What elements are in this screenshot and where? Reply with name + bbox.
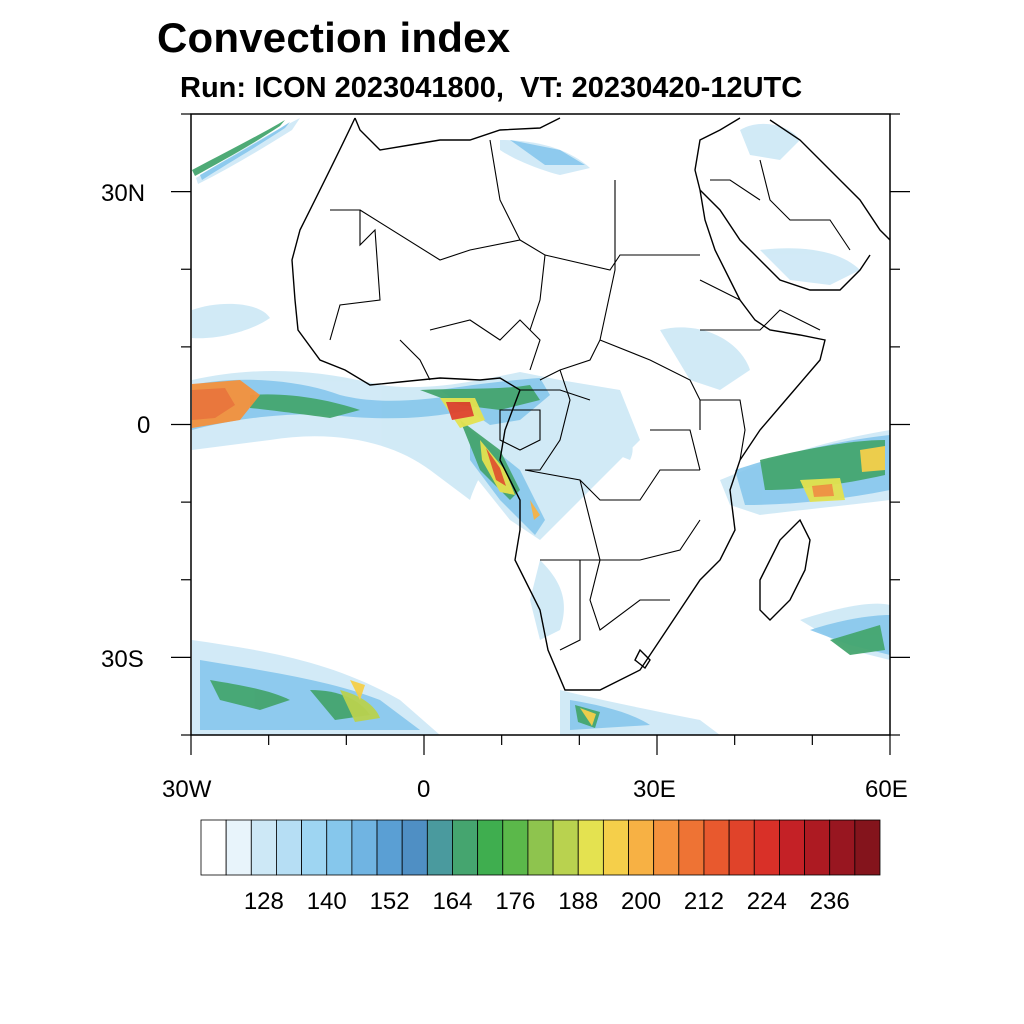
colorbar-swatch — [250, 819, 277, 876]
colorbar-swatch — [577, 819, 604, 876]
colorbar-swatch — [602, 819, 629, 876]
colorbar-swatch — [200, 819, 227, 876]
colorbar-label: 212 — [683, 888, 724, 915]
colorbar-swatch — [276, 819, 302, 876]
colorbar-swatch — [376, 819, 403, 876]
colorbar-swatch — [452, 819, 479, 876]
colorbar-swatch — [552, 819, 579, 876]
lon-label-30e: 30E — [633, 776, 676, 803]
colorbar-swatch — [653, 819, 680, 876]
lon-label-60e: 60E — [865, 776, 908, 803]
coastlines — [291, 117, 890, 691]
colorbar-swatch — [678, 819, 705, 876]
colorbar-swatch — [301, 819, 328, 876]
lat-label-30s: 30S — [101, 646, 144, 673]
colorbar-swatch — [351, 819, 378, 876]
colorbar-label: 152 — [369, 888, 410, 915]
colorbar-swatch — [477, 819, 504, 876]
colorbar-label: 176 — [495, 888, 536, 915]
colorbar — [200, 819, 881, 876]
lon-label-0: 0 — [417, 776, 431, 803]
colorbar-label: 188 — [558, 888, 599, 915]
colorbar-swatch — [426, 819, 453, 876]
colorbar-label: 200 — [621, 888, 662, 915]
map-subtitle: Run: ICON 2023041800, VT: 20230420-12UTC — [180, 72, 803, 104]
colorbar-swatch — [225, 819, 252, 876]
colorbar-label: 164 — [432, 888, 473, 915]
map-title: Convection index — [157, 14, 511, 61]
colorbar-swatch — [326, 819, 353, 876]
axis-ticks — [171, 113, 910, 755]
colorbar-swatch — [779, 819, 805, 876]
lon-label-30w: 30W — [162, 776, 212, 803]
colorbar-swatch — [854, 819, 881, 876]
colorbar-swatch — [703, 819, 730, 876]
colorbar-label: 140 — [306, 888, 347, 915]
colorbar-swatch — [401, 819, 428, 876]
lat-label-30n: 30N — [101, 180, 146, 207]
colorbar-label: 128 — [243, 888, 284, 915]
lat-label-0: 0 — [137, 412, 151, 439]
colorbar-swatch — [753, 819, 780, 876]
colorbar-swatch — [502, 819, 529, 876]
colorbar-swatch — [628, 819, 655, 876]
colorbar-swatch — [527, 819, 554, 876]
colorbar-swatch — [728, 819, 755, 876]
colorbar-swatch — [804, 819, 831, 876]
colorbar-label: 224 — [746, 888, 787, 915]
colorbar-swatch — [829, 819, 856, 876]
country-borders — [329, 139, 851, 651]
colorbar-label: 236 — [809, 888, 850, 915]
convection-field — [192, 118, 890, 735]
